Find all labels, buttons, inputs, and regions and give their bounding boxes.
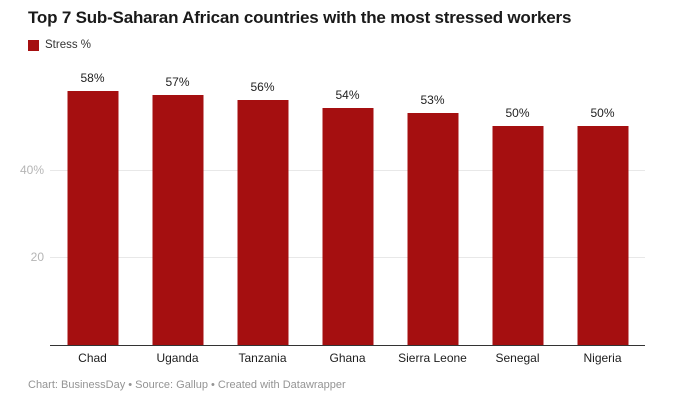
bar-slot-nigeria: 50% bbox=[560, 82, 645, 345]
chart-title: Top 7 Sub-Saharan African countries with… bbox=[28, 8, 572, 27]
bar-value-label-tanzania: 56% bbox=[250, 79, 275, 94]
bar-sierra-leone[interactable] bbox=[407, 112, 458, 345]
x-axis-label-ghana: Ghana bbox=[329, 351, 366, 365]
x-axis-label-uganda: Uganda bbox=[156, 351, 199, 365]
x-axis-line bbox=[50, 345, 645, 346]
bar-value-label-ghana: 54% bbox=[335, 88, 360, 103]
bar-slot-senegal: 50% bbox=[475, 82, 560, 345]
y-tick-label-20: 20 bbox=[30, 250, 44, 265]
bar-nigeria[interactable] bbox=[577, 125, 628, 345]
bar-ghana[interactable] bbox=[322, 108, 373, 345]
footer-attribution: Chart: BusinessDay • Source: Gallup • Cr… bbox=[28, 379, 346, 391]
bar-value-label-sierra-leone: 53% bbox=[420, 92, 445, 107]
bar-tanzania[interactable] bbox=[237, 99, 288, 345]
legend-swatch-icon bbox=[28, 39, 39, 51]
bar-uganda[interactable] bbox=[152, 95, 203, 345]
legend: Stress % bbox=[28, 39, 91, 51]
bar-value-label-uganda: 57% bbox=[165, 75, 190, 90]
bar-slot-chad: 58% bbox=[50, 71, 135, 345]
bar-chad[interactable] bbox=[67, 90, 118, 345]
bar-senegal[interactable] bbox=[492, 125, 543, 345]
bar-slot-ghana: 54% bbox=[305, 82, 390, 345]
bar-value-label-senegal: 50% bbox=[505, 105, 530, 120]
x-axis-label-nigeria: Nigeria bbox=[583, 351, 622, 365]
bar-value-label-chad: 58% bbox=[80, 70, 105, 85]
bars-row: 58% 57% 56% 54% 53% 50% 50% bbox=[50, 71, 645, 345]
bar-slot-sierra-leone: 53% bbox=[390, 82, 475, 345]
x-axis-labels: Chad Uganda Tanzania Ghana Sierra Leone Seneg… bbox=[50, 351, 645, 365]
x-axis-label-sierra-leone: Sierra Leone bbox=[398, 351, 467, 365]
x-axis-label-tanzania: Tanzania bbox=[238, 351, 287, 365]
x-axis-label-chad: Chad bbox=[78, 351, 107, 365]
y-tick-label-40: 40% bbox=[19, 162, 44, 177]
x-axis-label-senegal: Senegal bbox=[495, 351, 540, 365]
bar-value-label-nigeria: 50% bbox=[590, 105, 615, 120]
bar-slot-uganda: 57% bbox=[135, 75, 220, 345]
legend-label: Stress % bbox=[45, 39, 92, 51]
bar-slot-tanzania: 56% bbox=[220, 79, 305, 345]
